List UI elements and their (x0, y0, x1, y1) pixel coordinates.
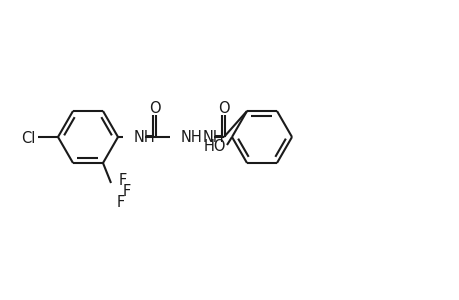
Text: HO: HO (203, 139, 226, 154)
Text: Cl: Cl (21, 131, 35, 146)
Text: O: O (218, 101, 230, 116)
Text: O: O (149, 101, 161, 116)
Text: F: F (119, 173, 127, 188)
Text: NH: NH (134, 130, 156, 145)
Text: F: F (117, 195, 125, 210)
Text: F: F (123, 184, 131, 199)
Text: NH: NH (180, 130, 202, 145)
Text: NH: NH (202, 130, 224, 145)
